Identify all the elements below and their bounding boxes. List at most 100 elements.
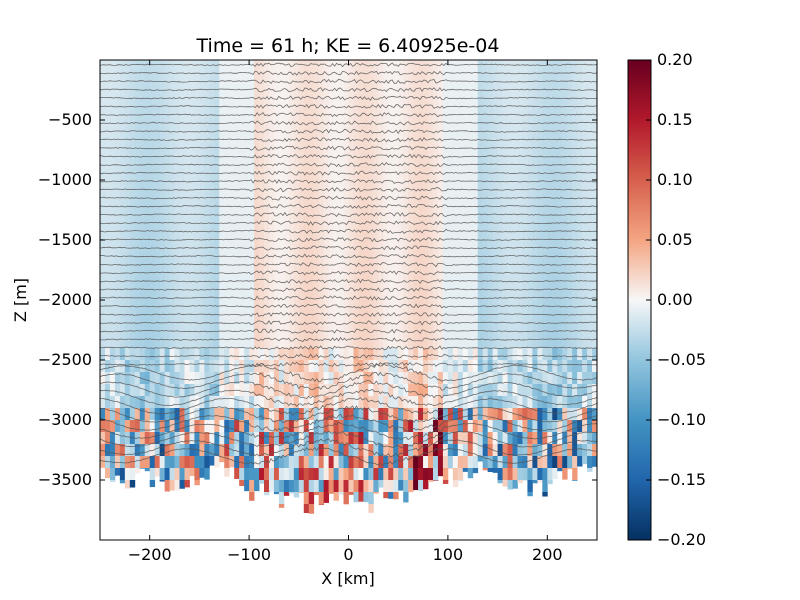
heatmap-cell bbox=[393, 288, 399, 301]
heatmap-cell bbox=[109, 336, 116, 349]
heatmap-cell bbox=[273, 312, 280, 325]
heatmap-cell bbox=[442, 168, 449, 181]
heatmap-cell bbox=[572, 192, 578, 205]
heatmap-cell bbox=[592, 456, 597, 467]
heatmap-cell bbox=[592, 324, 597, 337]
heatmap-cell bbox=[373, 360, 379, 373]
heatmap-cell bbox=[373, 84, 379, 97]
heatmap-cell bbox=[572, 360, 578, 373]
heatmap-cell bbox=[512, 336, 518, 349]
heatmap-cell bbox=[502, 456, 508, 469]
heatmap-cell bbox=[124, 312, 131, 325]
heatmap-cell bbox=[373, 132, 379, 145]
heatmap-cell bbox=[512, 348, 518, 361]
heatmap-cell bbox=[567, 60, 573, 73]
heatmap-cell bbox=[134, 96, 141, 109]
heatmap-cell bbox=[423, 264, 429, 277]
heatmap-cell bbox=[437, 168, 444, 181]
heatmap-cell bbox=[129, 288, 136, 301]
heatmap-cell bbox=[323, 372, 330, 385]
heatmap-cell bbox=[159, 348, 166, 361]
heatmap-cell bbox=[283, 408, 290, 421]
heatmap-cell bbox=[477, 288, 484, 301]
heatmap-cell bbox=[134, 420, 141, 433]
heatmap-cell bbox=[259, 384, 265, 397]
heatmap-cell bbox=[184, 144, 190, 157]
heatmap-cell bbox=[457, 216, 464, 229]
heatmap-cell bbox=[408, 324, 414, 337]
heatmap-cell bbox=[477, 180, 484, 193]
heatmap-cell bbox=[442, 420, 449, 433]
heatmap-cell bbox=[199, 108, 205, 121]
heatmap-cell bbox=[308, 60, 315, 73]
heatmap-cell bbox=[388, 60, 394, 73]
heatmap-cell bbox=[423, 276, 429, 289]
heatmap-cell bbox=[403, 300, 409, 313]
heatmap-cell bbox=[288, 240, 295, 253]
heatmap-cell bbox=[343, 264, 349, 277]
heatmap-cell bbox=[119, 120, 126, 133]
heatmap-cell bbox=[194, 72, 200, 85]
heatmap-cell bbox=[537, 408, 543, 421]
heatmap-cell bbox=[452, 408, 459, 421]
heatmap-cell bbox=[308, 396, 315, 409]
heatmap-cell bbox=[497, 324, 503, 337]
heatmap-cell bbox=[477, 204, 484, 217]
heatmap-cell bbox=[179, 432, 185, 445]
heatmap-cell bbox=[259, 120, 265, 133]
heatmap-cell bbox=[418, 420, 424, 433]
colorbar-ticks: 0.200.150.100.050.00−0.05−0.10−0.15−0.20 bbox=[646, 50, 706, 549]
heatmap-cell bbox=[264, 168, 270, 181]
heatmap-cell bbox=[239, 132, 245, 145]
heatmap-cell bbox=[562, 384, 568, 397]
heatmap-cell bbox=[482, 324, 489, 337]
heatmap-cell bbox=[318, 120, 325, 133]
heatmap-cell bbox=[278, 240, 285, 253]
heatmap-cell bbox=[179, 408, 185, 421]
heatmap-cell bbox=[318, 360, 325, 373]
heatmap-cell bbox=[189, 300, 195, 313]
heatmap-cell bbox=[303, 180, 310, 193]
heatmap-cell bbox=[542, 432, 548, 445]
heatmap-cell bbox=[418, 132, 424, 145]
heatmap-cell bbox=[383, 324, 389, 337]
heatmap-cell bbox=[174, 216, 180, 229]
heatmap-cell bbox=[447, 132, 454, 145]
heatmap-cell bbox=[199, 336, 205, 349]
heatmap-cell bbox=[522, 132, 528, 145]
heatmap-cell bbox=[572, 108, 578, 121]
heatmap-cell bbox=[423, 96, 429, 109]
heatmap-cell bbox=[219, 144, 225, 157]
heatmap-cell bbox=[104, 324, 111, 337]
heatmap-cell bbox=[204, 156, 210, 169]
heatmap-cell bbox=[169, 336, 175, 349]
isopycnal-line bbox=[100, 270, 597, 276]
heatmap-cell bbox=[527, 492, 533, 497]
heatmap-cell bbox=[457, 324, 464, 337]
heatmap-cell bbox=[100, 312, 106, 325]
heatmap-cell bbox=[562, 288, 568, 301]
heatmap-cell bbox=[268, 72, 275, 85]
heatmap-cell bbox=[567, 312, 573, 325]
heatmap-cell bbox=[109, 312, 116, 325]
heatmap-cell bbox=[219, 336, 225, 349]
heatmap-cell bbox=[264, 108, 270, 121]
heatmap-cell bbox=[592, 312, 597, 325]
heatmap-cell bbox=[114, 312, 121, 325]
heatmap-cell bbox=[244, 420, 250, 433]
heatmap-cell bbox=[129, 396, 136, 409]
heatmap-cell bbox=[562, 132, 568, 145]
heatmap-cell bbox=[328, 216, 334, 229]
heatmap-cell bbox=[154, 420, 161, 433]
heatmap-cell bbox=[278, 504, 285, 508]
heatmap-cell bbox=[373, 216, 379, 229]
heatmap-cell bbox=[144, 144, 151, 157]
heatmap-cell bbox=[582, 372, 588, 385]
heatmap-cell bbox=[428, 348, 434, 361]
heatmap-cell bbox=[353, 252, 359, 265]
heatmap-cell bbox=[194, 204, 200, 217]
heatmap-cell bbox=[353, 312, 359, 325]
heatmap-cell bbox=[194, 252, 200, 265]
heatmap-cell bbox=[323, 288, 330, 301]
heatmap-cell bbox=[472, 312, 479, 325]
